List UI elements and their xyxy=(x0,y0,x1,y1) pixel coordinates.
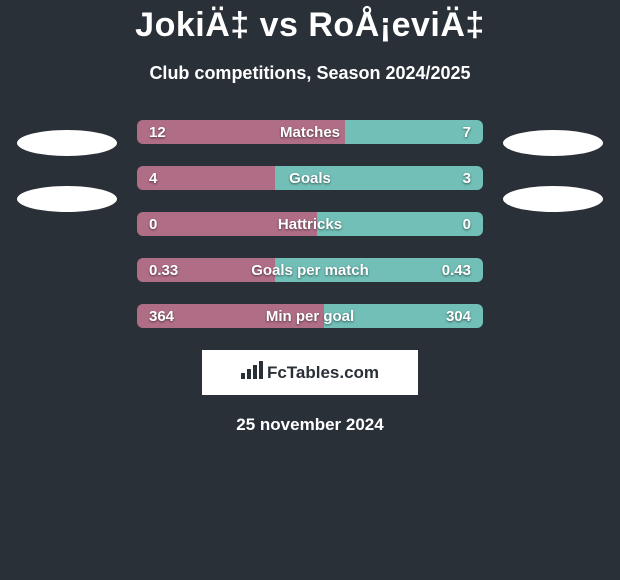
stat-row: 0.330.43Goals per match xyxy=(137,258,483,282)
shadow-ellipse xyxy=(17,186,117,212)
right-value: 7 xyxy=(451,120,483,144)
shadow-ellipse xyxy=(503,130,603,156)
shadow-ellipse xyxy=(17,130,117,156)
fctables-logo-link[interactable]: FcTables.com xyxy=(202,350,418,395)
page-title: JokiÄ‡ vs RoÅ¡eviÄ‡ xyxy=(0,6,620,45)
chart-area: 127Matches43Goals00Hattricks0.330.43Goal… xyxy=(0,120,620,328)
stat-row: 127Matches xyxy=(137,120,483,144)
date-text: 25 november 2024 xyxy=(0,415,620,435)
chart-icon xyxy=(241,361,263,384)
shadow-ellipse xyxy=(503,186,603,212)
left-value: 12 xyxy=(137,120,178,144)
comparison-widget: JokiÄ‡ vs RoÅ¡eviÄ‡ Club competitions, S… xyxy=(0,0,620,435)
stat-bars: 127Matches43Goals00Hattricks0.330.43Goal… xyxy=(137,120,483,328)
right-shadow-column xyxy=(503,120,603,212)
right-value: 304 xyxy=(434,304,483,328)
left-value: 0 xyxy=(137,212,169,236)
right-value: 3 xyxy=(451,166,483,190)
stat-row: 43Goals xyxy=(137,166,483,190)
right-value: 0.43 xyxy=(430,258,483,282)
left-value: 0.33 xyxy=(137,258,190,282)
subtitle: Club competitions, Season 2024/2025 xyxy=(0,63,620,84)
left-value: 4 xyxy=(137,166,169,190)
stat-row: 364304Min per goal xyxy=(137,304,483,328)
right-value: 0 xyxy=(451,212,483,236)
stat-row: 00Hattricks xyxy=(137,212,483,236)
logo-text: FcTables.com xyxy=(267,363,379,383)
left-shadow-column xyxy=(17,120,117,212)
left-value: 364 xyxy=(137,304,186,328)
